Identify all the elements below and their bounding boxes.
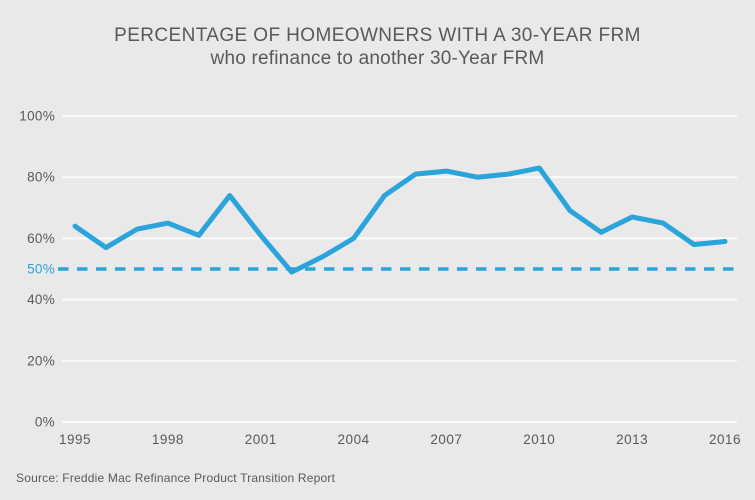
source-note: Source: Freddie Mac Refinance Product Tr…	[16, 471, 336, 485]
x-axis-label: 1995	[59, 432, 91, 447]
x-axis-label: 2004	[338, 432, 370, 447]
x-axis-label: 1998	[152, 432, 184, 447]
y-axis-label: 20%	[27, 353, 55, 368]
x-axis-label: 2007	[430, 432, 462, 447]
y-axis-label: 0%	[35, 415, 55, 430]
chart-title-block: PERCENTAGE OF HOMEOWNERS WITH A 30-YEAR …	[0, 25, 755, 71]
y-axis-label: 40%	[27, 292, 55, 307]
y-axis-label: 100%	[19, 109, 55, 124]
y-axis-label: 60%	[27, 231, 55, 246]
x-axis-label: 2016	[709, 432, 741, 447]
x-axis-label: 2013	[616, 432, 648, 447]
chart-title-line2: who refinance to another 30-Year FRM	[210, 48, 545, 69]
y-axis-label: 50%	[27, 262, 55, 277]
x-axis-label: 2010	[523, 432, 555, 447]
x-axis-label: 2001	[245, 432, 277, 447]
chart-title-line1: PERCENTAGE OF HOMEOWNERS WITH A 30-YEAR …	[114, 25, 641, 46]
trend-line	[72, 165, 728, 275]
y-axis-label: 80%	[27, 170, 55, 185]
